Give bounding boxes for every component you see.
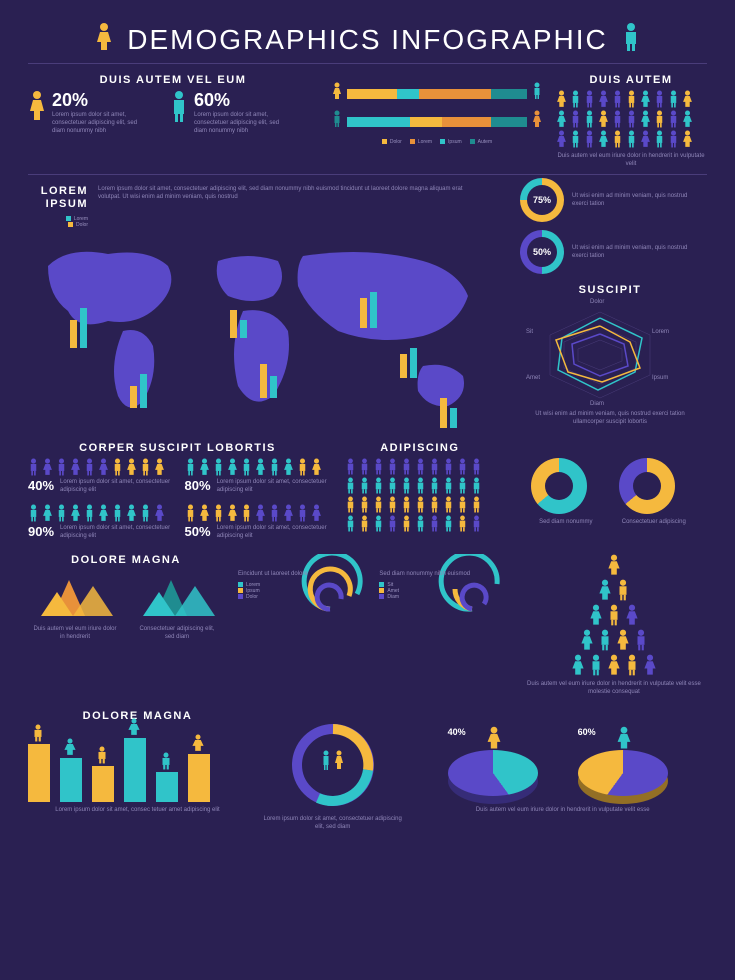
triangle-chart [135, 570, 219, 620]
section-title: ADIPISCING [345, 442, 495, 454]
caption: Duis autem vel eum iriure dolor in hendr… [521, 680, 707, 696]
man-icon [532, 82, 542, 105]
section-title: CORPER SUSCIPIT LOBORTIS [28, 442, 327, 454]
caption: Duis autem vel eum iriure dolor in hendr… [33, 625, 117, 641]
radar-chart: DolorLoremIpsumDiamAmetSit [520, 300, 700, 410]
page-header: DEMOGRAPHICS INFOGRAPHIC [28, 22, 707, 57]
section-title: DUIS AUTEM VEL EUM [28, 74, 318, 86]
man-icon [332, 110, 342, 133]
arc-chart-2: Sed diam nonummy nibh euismod SitAmetDia… [379, 554, 506, 696]
map-svg [28, 236, 488, 436]
woman-icon [28, 90, 46, 135]
caption: Consectetuer adipiscing elit, sed diam [135, 625, 219, 641]
stacked-bar [347, 117, 527, 127]
bar-chart [28, 726, 247, 802]
pct-value: 60% [194, 90, 284, 111]
man-icon [170, 90, 188, 135]
divider [28, 174, 707, 175]
legend: DolorLoremIpsumAutem [332, 139, 542, 145]
stacked-bar [347, 89, 527, 99]
caption: Duis autem vel eum iriure dolor in hendr… [418, 806, 707, 814]
section-duis-autem-vel-eum: DUIS AUTEM VEL EUM 20% Lorem ipsum dolor… [28, 74, 318, 168]
lorem-text: Lorem ipsum dolor sit amet, consectetuer… [52, 111, 142, 135]
legend: LoremDolor [28, 216, 88, 228]
stacked-bars: DolorLoremIpsumAutem [332, 74, 542, 168]
section-dolore-triangles: DOLORE MAGNA Duis autem vel eum iriure d… [28, 554, 224, 696]
lorem-text: Lorem ipsum dolor sit amet, consectetuer… [98, 185, 478, 227]
arc-chart-1: Eincidunt ut laoreet dolore LoremIpsumDo… [238, 554, 365, 696]
section-adipiscing: ADIPISCING [345, 442, 495, 540]
donuts-column: 75% Ut wisi enim ad minim veniam, quis n… [520, 178, 700, 426]
triangle-chart [33, 570, 117, 620]
people-pyramid: Duis autem vel eum iriure dolor in hendr… [521, 554, 707, 696]
pct-value: 20% [52, 90, 142, 111]
section-title: SUSCIPIT [520, 284, 700, 296]
divider [28, 63, 707, 64]
caption: Lorem ipsum dolor sit amet, consec tetue… [28, 806, 247, 814]
section-title: DOLORE MAGNA [28, 554, 224, 566]
section-corper: CORPER SUSCIPIT LOBORTIS 40%Lorem ipsum … [28, 442, 327, 540]
people-grid [345, 458, 495, 532]
caption: Lorem ipsum dolor sit amet, consectetuer… [263, 815, 402, 831]
section-duis-autem-right: DUIS AUTEM Duis autem vel eum iriure dol… [556, 74, 706, 168]
section-title: DUIS AUTEM [556, 74, 706, 86]
pies-3d: 40% 60% Duis autem vel eum iriure dolor … [418, 710, 707, 831]
woman-icon [332, 82, 342, 105]
lorem-ipsum-label: LOREMIPSUM LoremDolor [28, 185, 88, 227]
big-donut: Lorem ipsum dolor sit amet, consectetuer… [263, 710, 402, 831]
page-title: DEMOGRAPHICS INFOGRAPHIC [127, 24, 607, 56]
section-dolore-bars: DOLORE MAGNA Lorem ipsum dolor sit amet,… [28, 710, 247, 831]
adip-donuts: Sed diam nonummy Consectetuer adipiscing [513, 442, 707, 540]
man-icon [622, 22, 640, 57]
lorem-text: Lorem ipsum dolor sit amet, consectetuer… [194, 111, 284, 135]
woman-icon [95, 22, 113, 57]
people-grid [556, 90, 706, 148]
woman-icon [532, 110, 542, 133]
caption: Duis autem vel eum iriure dolor in hendr… [556, 152, 706, 168]
